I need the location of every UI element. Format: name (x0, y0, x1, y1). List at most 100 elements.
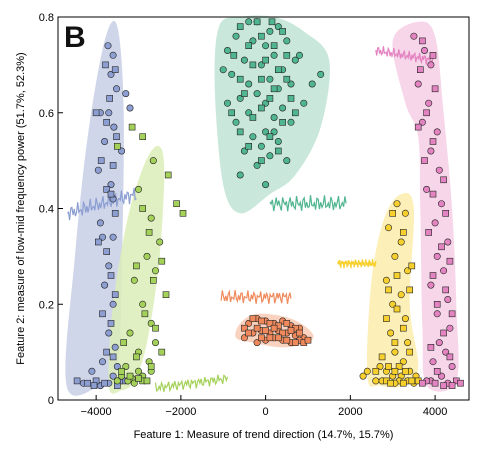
data-point-circle (427, 61, 435, 69)
data-point-square (249, 61, 257, 69)
data-point-square (135, 375, 142, 382)
x-axis-label: Feature 1: Measure of trend direction (1… (134, 429, 394, 441)
data-point-circle (414, 80, 422, 88)
data-point-square (438, 243, 445, 251)
data-point-square (429, 272, 437, 279)
data-point-circle (401, 315, 409, 323)
data-point-square (128, 123, 136, 131)
cluster-trace (375, 46, 434, 65)
data-point-square (423, 109, 430, 117)
data-point-square (378, 353, 386, 361)
data-point-square (457, 379, 464, 387)
data-point-square (291, 109, 299, 117)
data-point-circle (391, 252, 399, 260)
data-point-circle (359, 372, 367, 380)
data-point-square (162, 291, 170, 299)
data-point-circle (152, 267, 160, 275)
data-point-circle (431, 219, 439, 227)
data-point-square (287, 95, 295, 102)
data-point-square (179, 210, 187, 217)
panel-label: B (64, 21, 86, 54)
data-point-circle (433, 252, 441, 260)
data-point-square (92, 109, 100, 117)
data-point-square (262, 56, 269, 64)
data-point-square (102, 61, 109, 69)
data-point-circle (149, 157, 157, 165)
x-tick-label: −2000 (165, 406, 196, 418)
data-point-square (258, 317, 265, 325)
x-tick-label: 2000 (338, 406, 362, 418)
data-point-circle (139, 300, 147, 308)
data-point-circle (113, 85, 121, 93)
data-point-circle (420, 46, 428, 54)
data-point-square (126, 372, 134, 380)
data-point-square (393, 305, 401, 313)
data-point-square (389, 210, 397, 217)
data-point-square (431, 85, 439, 93)
data-point-square (266, 133, 274, 140)
data-point-circle (283, 157, 291, 165)
data-point-square (266, 334, 274, 342)
data-point-square (395, 363, 403, 370)
data-point-circle (270, 114, 278, 122)
y-tick-label: 0 (48, 395, 54, 407)
data-point-square (419, 37, 426, 45)
data-point-circle (253, 90, 261, 98)
data-point-circle (262, 181, 270, 189)
data-point-circle (427, 147, 435, 155)
data-point-circle (147, 214, 155, 222)
data-point-circle (391, 348, 399, 356)
data-point-circle (126, 329, 134, 337)
data-point-circle (236, 171, 244, 179)
y-tick-label: 0.2 (39, 299, 54, 311)
cluster-trace (220, 289, 292, 304)
data-point-square (393, 272, 401, 279)
data-point-circle (135, 185, 143, 193)
data-point-square (241, 90, 248, 97)
y-axis-label: Feature 2: measure of low-mid frequency … (15, 52, 27, 364)
data-point-square (304, 336, 312, 344)
data-point-circle (224, 46, 232, 54)
data-point-circle (224, 99, 232, 107)
data-point-circle (110, 123, 118, 131)
data-point-square (408, 262, 416, 270)
data-point-square (120, 339, 127, 346)
data-point-square (228, 109, 235, 117)
data-point-square (236, 23, 244, 30)
data-point-circle (126, 104, 134, 112)
cluster-region (214, 15, 330, 214)
data-point-square (245, 329, 252, 337)
data-point-circle (435, 166, 443, 174)
data-point-square (99, 310, 106, 318)
data-point-square (287, 327, 295, 334)
data-point-square (143, 377, 151, 385)
data-point-square (391, 339, 399, 346)
data-point-circle (156, 238, 164, 246)
data-point-circle (384, 224, 392, 232)
data-point-square (118, 367, 125, 375)
data-point-circle (105, 329, 113, 337)
data-point-circle (219, 66, 227, 74)
data-point-circle (266, 152, 274, 160)
data-point-square (262, 327, 269, 334)
data-point-circle (240, 56, 248, 64)
data-point-square (385, 363, 392, 370)
data-point-circle (274, 138, 282, 146)
data-point-square (279, 329, 286, 337)
data-point-square (429, 51, 437, 59)
data-point-circle (262, 42, 270, 50)
data-point-square (446, 353, 454, 361)
data-point-square (283, 75, 291, 83)
data-point-square (448, 382, 456, 389)
data-point-circle (435, 339, 443, 347)
data-point-square (399, 229, 407, 236)
data-point-square (141, 310, 149, 318)
cluster-region (366, 193, 419, 388)
data-point-square (433, 300, 441, 308)
data-point-square (164, 171, 172, 179)
cluster-trace (66, 187, 137, 221)
data-point-circle (410, 32, 418, 40)
data-point-square (274, 66, 282, 73)
data-point-circle (427, 281, 435, 289)
